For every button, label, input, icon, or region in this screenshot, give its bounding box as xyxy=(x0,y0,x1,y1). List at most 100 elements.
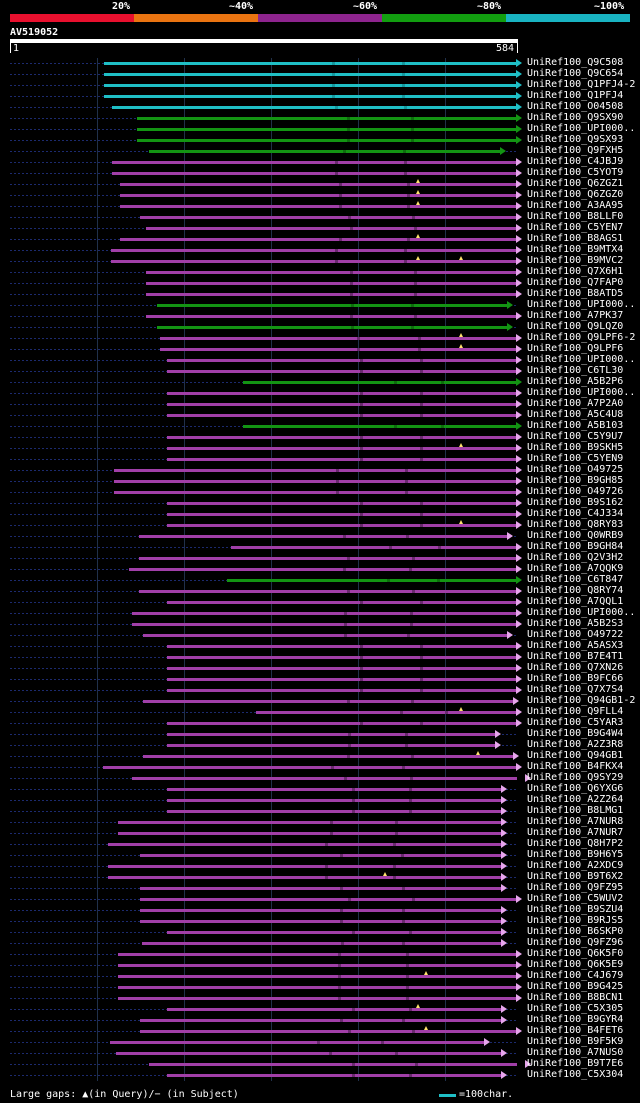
hit-subject-name[interactable]: UniRef100_O49725 xyxy=(527,464,624,475)
hit-subject-name[interactable]: UniRef100_B6SKP0 xyxy=(527,926,624,937)
hit-row[interactable]: UniRef100_B9S162 xyxy=(0,497,640,509)
hit-subject-name[interactable]: UniRef100_B9FC66 xyxy=(527,673,624,684)
hit-subject-name[interactable]: UniRef100_A3AA95 xyxy=(527,200,624,211)
hit-alignment-bar[interactable] xyxy=(166,502,517,505)
hit-subject-name[interactable]: UniRef100_B9T6X2 xyxy=(527,871,624,882)
hit-row[interactable]: UniRef100_B4FKX4 xyxy=(0,761,640,773)
hit-subject-name[interactable]: UniRef100_Q9SX93 xyxy=(527,134,624,145)
hit-alignment-bar[interactable] xyxy=(117,953,517,956)
hit-subject-name[interactable]: UniRef100_UPI000.. xyxy=(527,607,636,618)
hit-row[interactable]: UniRef100_C6T847 xyxy=(0,574,640,586)
hit-subject-name[interactable]: UniRef100_B9GH84 xyxy=(527,541,624,552)
hit-alignment-bar[interactable] xyxy=(114,491,517,494)
hit-alignment-bar[interactable] xyxy=(140,909,503,912)
hit-subject-name[interactable]: UniRef100_C4JBJ9 xyxy=(527,156,624,167)
hit-row[interactable]: UniRef100_B7E4T1 xyxy=(0,651,640,663)
hit-subject-name[interactable]: UniRef100_B8ATD5 xyxy=(527,288,624,299)
hit-alignment-bar[interactable] xyxy=(166,799,503,802)
hit-alignment-bar[interactable] xyxy=(110,1041,485,1044)
hit-row[interactable]: UniRef100_A7P2A0 xyxy=(0,398,640,410)
hit-subject-name[interactable]: UniRef100_O49722 xyxy=(527,629,624,640)
hit-alignment-bar[interactable] xyxy=(108,865,503,868)
hit-row[interactable]: UniRef100_Q9FXH5 xyxy=(0,145,640,157)
hit-alignment-bar[interactable] xyxy=(120,183,517,186)
hit-subject-name[interactable]: UniRef100_Q6YXG6 xyxy=(527,783,624,794)
hit-alignment-bar[interactable] xyxy=(139,854,503,857)
hit-subject-name[interactable]: UniRef100_C4J334 xyxy=(527,508,624,519)
hit-alignment-bar[interactable] xyxy=(159,337,517,340)
hit-row[interactable]: UniRef100_C4JBJ9 xyxy=(0,156,640,168)
hit-row[interactable]: UniRef100_B9T7E6 xyxy=(0,1058,640,1070)
hit-subject-name[interactable]: UniRef100_B4FET6 xyxy=(527,1025,624,1036)
hit-alignment-bar[interactable] xyxy=(111,106,517,109)
hit-subject-name[interactable]: UniRef100_Q9SY29 xyxy=(527,772,624,783)
hit-row[interactable]: UniRef100_Q9SX90 xyxy=(0,112,640,124)
hit-alignment-bar[interactable] xyxy=(110,249,517,252)
hit-subject-name[interactable]: UniRef100_B9G4W4 xyxy=(527,728,624,739)
hit-alignment-bar[interactable] xyxy=(103,95,517,98)
hit-subject-name[interactable]: UniRef100_Q9FZ96 xyxy=(527,937,624,948)
hit-alignment-bar[interactable] xyxy=(166,458,517,461)
hit-subject-name[interactable]: UniRef100_Q9C654 xyxy=(527,68,624,79)
hit-alignment-bar[interactable] xyxy=(145,271,517,274)
hit-row[interactable]: UniRef100_B9H6Y5 xyxy=(0,849,640,861)
hit-row[interactable]: UniRef100_A7NUR7 xyxy=(0,827,640,839)
hit-row[interactable]: UniRef100_Q9LPF6 xyxy=(0,343,640,355)
hit-subject-name[interactable]: UniRef100_A5B103 xyxy=(527,420,624,431)
hit-row[interactable]: UniRef100_C5YAR3 xyxy=(0,717,640,729)
hit-row[interactable]: UniRef100_B9G425 xyxy=(0,981,640,993)
hit-alignment-bar[interactable] xyxy=(166,744,497,747)
hit-row[interactable]: UniRef100_B9F5K9 xyxy=(0,1036,640,1048)
hit-row[interactable]: UniRef100_C6TL30 xyxy=(0,365,640,377)
hit-subject-name[interactable]: UniRef100_B9F5K9 xyxy=(527,1036,624,1047)
hit-row[interactable]: UniRef100_C5YEN9 xyxy=(0,453,640,465)
hit-alignment-bar[interactable] xyxy=(120,194,517,197)
hit-subject-name[interactable]: UniRef100_UPI000.. xyxy=(527,354,636,365)
hit-alignment-bar[interactable] xyxy=(103,73,517,76)
hit-subject-name[interactable]: UniRef100_C4J679 xyxy=(527,970,624,981)
hit-row[interactable]: UniRef100_B9MVC2 xyxy=(0,255,640,267)
hit-alignment-bar[interactable] xyxy=(157,326,509,329)
hit-row[interactable]: UniRef100_C4J679 xyxy=(0,970,640,982)
hit-row[interactable]: UniRef100_Q6YXG6 xyxy=(0,783,640,795)
hit-subject-name[interactable]: UniRef100_O04508 xyxy=(527,101,624,112)
hit-subject-name[interactable]: UniRef100_B9RJS5 xyxy=(527,915,624,926)
hit-row[interactable]: UniRef100_Q7XN26 xyxy=(0,662,640,674)
hit-row[interactable]: UniRef100_B9G4W4 xyxy=(0,728,640,740)
hit-alignment-bar[interactable] xyxy=(230,546,517,549)
hit-row[interactable]: UniRef100_B8BCN1 xyxy=(0,992,640,1004)
hit-alignment-bar[interactable] xyxy=(159,348,517,351)
hit-subject-name[interactable]: UniRef100_Q1PFJ4-2 xyxy=(527,79,636,90)
hit-row[interactable]: UniRef100_C5YOT9 xyxy=(0,167,640,179)
hit-alignment-bar[interactable] xyxy=(166,733,497,736)
hit-alignment-bar[interactable] xyxy=(129,568,517,571)
hit-row[interactable]: UniRef100_B8ATD5 xyxy=(0,288,640,300)
hit-alignment-bar[interactable] xyxy=(166,414,517,417)
hit-alignment-bar[interactable] xyxy=(108,843,503,846)
hit-subject-name[interactable]: UniRef100_A7NUR8 xyxy=(527,816,624,827)
hit-subject-name[interactable]: UniRef100_Q94GB1-2 xyxy=(527,695,636,706)
hit-subject-name[interactable]: UniRef100_B8BCN1 xyxy=(527,992,624,1003)
hit-row[interactable]: UniRef100_A2Z264 xyxy=(0,794,640,806)
hit-row[interactable]: UniRef100_Q7FAP0 xyxy=(0,277,640,289)
hit-alignment-bar[interactable] xyxy=(166,436,517,439)
hit-subject-name[interactable]: UniRef100_C5YEN7 xyxy=(527,222,624,233)
hit-subject-name[interactable]: UniRef100_Q6K5E9 xyxy=(527,959,624,970)
hit-row[interactable]: UniRef100_A7PK37 xyxy=(0,310,640,322)
hit-row[interactable]: UniRef100_UPI000.. xyxy=(0,607,640,619)
hit-row[interactable]: UniRef100_Q2V3H2 xyxy=(0,552,640,564)
hit-alignment-bar[interactable] xyxy=(103,766,517,769)
hit-row[interactable]: UniRef100_B9T6X2 xyxy=(0,871,640,883)
hit-subject-name[interactable]: UniRef100_C6TL30 xyxy=(527,365,624,376)
hit-row[interactable]: UniRef100_Q6ZGZ1 xyxy=(0,178,640,190)
hit-subject-name[interactable]: UniRef100_B8AGS1 xyxy=(527,233,624,244)
hit-alignment-bar[interactable] xyxy=(138,590,517,593)
hit-row[interactable]: UniRef100_C5YEN7 xyxy=(0,222,640,234)
hit-subject-name[interactable]: UniRef100_B9S162 xyxy=(527,497,624,508)
hit-row[interactable]: UniRef100_B8LLF0 xyxy=(0,211,640,223)
hit-row[interactable]: UniRef100_A7NUS0 xyxy=(0,1047,640,1059)
hit-alignment-bar[interactable] xyxy=(166,403,517,406)
hit-row[interactable]: UniRef100_A5B2P6 xyxy=(0,376,640,388)
hit-alignment-bar[interactable] xyxy=(166,370,517,373)
hit-alignment-bar[interactable] xyxy=(227,579,517,582)
